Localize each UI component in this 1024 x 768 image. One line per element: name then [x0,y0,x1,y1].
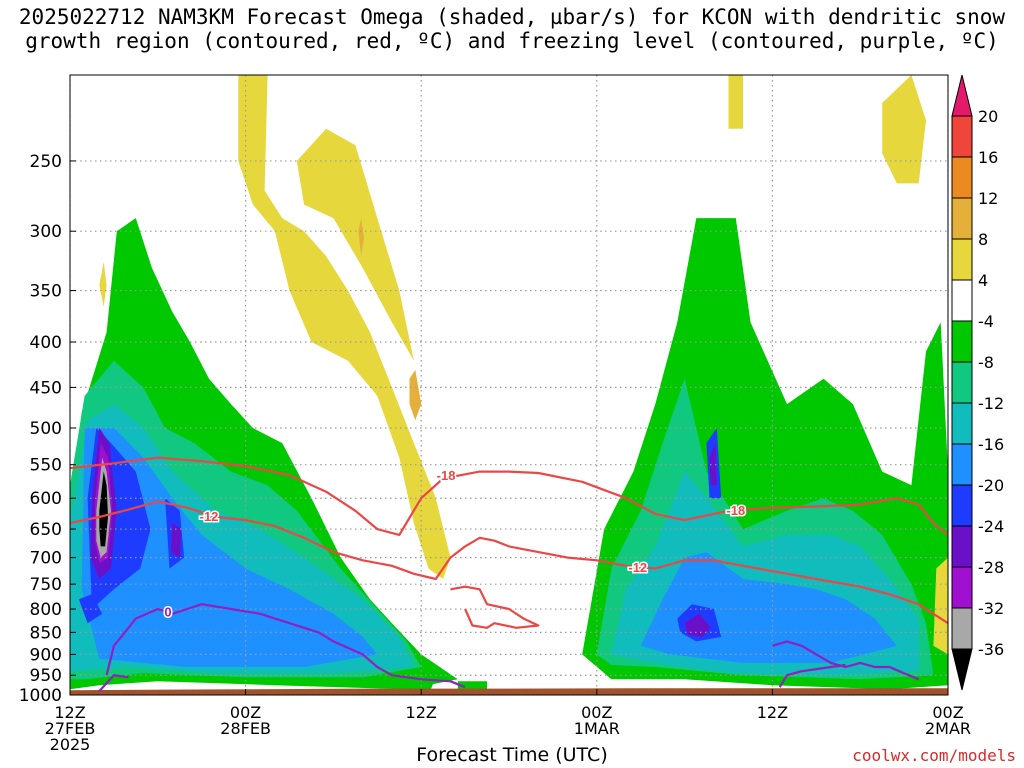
omega-region-m24-3 [709,443,717,486]
x-tick-label-60-0: 00Z [932,703,963,722]
colorbar-label-11: -28 [978,558,1004,577]
omega-region-m4-3 [457,681,487,690]
colorbar-label-10: -24 [978,517,1004,536]
contour-label-1-0: -12 [200,509,219,524]
y-axis: 2503003504004505005506006507007508008509… [19,152,76,706]
colorbar-cap-bottom [951,648,973,691]
omega-region-4-3 [728,75,744,129]
y-tick-label-350: 350 [30,282,62,302]
y-tick-label-950: 950 [30,666,62,686]
ground-layer [70,688,948,695]
colorbar-bin-8 [951,402,973,445]
contour-layer: -18 -18 -12 -12 0 [70,456,948,692]
omega-region-4-1 [296,128,414,361]
colorbar-label-9: -20 [978,476,1004,495]
colorbar-bin-13 [951,607,973,650]
x-tick-label-12-0: 00Z [230,703,261,722]
freezing-contour-3 [98,674,129,692]
omega-region-4-4 [882,75,926,184]
y-tick-label-650: 650 [30,520,62,540]
omega-region-4-2 [99,262,107,307]
x-tick-label-0-0: 12Z [54,703,85,722]
colorbar-bin-10 [951,484,973,527]
contour-label-0-1: -18 [726,503,745,518]
omega-region-4-5 [933,557,948,655]
contour-label-1-1: -12 [628,560,647,575]
y-tick-label-300: 300 [30,222,62,242]
colorbar-bin-1 [951,115,973,158]
chart-title-line-1: 2025022712 NAM3KM Forecast Omega (shaded… [18,5,1006,29]
y-tick-label-250: 250 [30,152,62,172]
colorbar-label-0: 20 [978,107,998,126]
y-tick-label-1000: 1000 [19,686,62,706]
chart-title-line-2: growth region (contoured, red, ºC) and f… [25,29,999,53]
colorbar-label-1: 16 [978,148,998,167]
credit-link[interactable]: coolwx.com/models [852,746,1016,765]
x-tick-label-0-1: 27FEB [45,719,96,738]
colorbar-bin-11 [951,525,973,568]
colorbar-label-12: -32 [978,599,1004,618]
x-tick-label-48-0: 12Z [757,703,788,722]
colorbar-bin-12 [951,566,973,609]
colorbar: 20 16 12 8 4 -4 -8 -12 -16 -20 -24 -28 -32 -36 [951,74,1004,691]
colorbar-bin-4 [951,238,973,281]
omega-region-m24-1 [171,523,182,558]
colorbar-label-2: 12 [978,189,998,208]
freezing-contour-0 [105,603,466,689]
omega-region-4-0 [238,75,451,579]
x-tick-label-0-2: 2025 [50,735,91,754]
freezing-contour-1 [772,640,920,681]
colorbar-label-4: 4 [978,271,988,290]
plot-frame [69,74,949,696]
y-tick-label-750: 750 [30,575,62,595]
omega-region-m16-0 [81,428,378,667]
x-tick-label-36-1: 1MAR [574,719,620,738]
ground-shading [70,688,948,695]
colorbar-bin-5 [951,279,973,322]
colorbar-bin-7 [951,361,973,404]
colorbar-cap-top [951,74,973,117]
colorbar-label-8: -16 [978,435,1004,454]
y-tick-label-800: 800 [30,600,62,620]
omega-region-8-1 [358,218,365,257]
grid-lines [70,75,948,695]
y-tick-label-450: 450 [30,378,62,398]
colorbar-label-3: 8 [978,230,988,249]
contour-label-2-0: 0 [164,604,171,619]
y-tick-label-700: 700 [30,549,62,569]
colorbar-label-7: -12 [978,394,1004,413]
x-tick-label-24-0: 12Z [406,703,437,722]
y-tick-label-550: 550 [30,456,62,476]
freezing-contour-2 [778,663,846,688]
colorbar-bin-9 [951,443,973,486]
y-tick-label-500: 500 [30,419,62,439]
contour-label-0-0: -18 [437,468,456,483]
y-tick-label-400: 400 [30,333,62,353]
omega-shading-layer [70,75,948,695]
colorbar-bin-3 [951,197,973,240]
omega-region-m36-0 [99,471,108,547]
dgz-contour-2 [450,585,540,629]
y-tick-label-900: 900 [30,645,62,665]
y-tick-label-600: 600 [30,489,62,509]
colorbar-label-13: -36 [978,640,1004,659]
colorbar-bin-6 [951,320,973,363]
omega-region-m24-2 [684,613,711,637]
dgz-contour-1 [70,500,948,625]
x-axis-title: Forecast Time (UTC) [416,744,608,766]
omega-region-8-0 [409,369,422,421]
y-tick-label-850: 850 [30,623,62,643]
colorbar-label-5: -4 [978,312,994,331]
colorbar-bin-2 [951,156,973,199]
colorbar-label-6: -8 [978,353,994,372]
x-tick-label-12-1: 28FEB [220,719,271,738]
x-tick-label-60-1: 2MAR [925,719,971,738]
x-tick-label-36-0: 00Z [581,703,612,722]
dgz-contour-0 [70,456,948,537]
